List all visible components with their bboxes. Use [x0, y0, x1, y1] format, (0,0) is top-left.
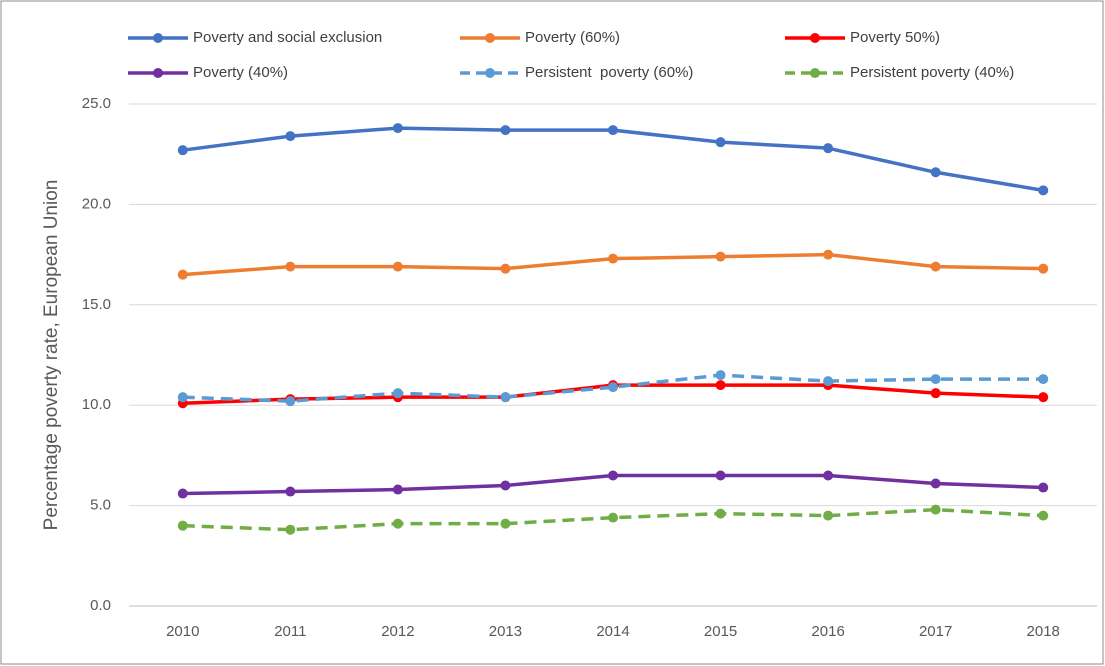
- data-point: [1038, 510, 1049, 521]
- x-tick-label: 2014: [596, 623, 629, 640]
- data-point: [500, 392, 511, 403]
- data-point: [823, 470, 834, 481]
- legend-marker: [153, 68, 163, 78]
- data-point: [823, 143, 834, 154]
- data-point: [500, 263, 511, 274]
- data-point: [500, 125, 511, 136]
- data-point: [608, 512, 618, 523]
- data-point: [285, 131, 296, 142]
- data-point: [500, 480, 511, 491]
- data-point: [715, 370, 726, 381]
- legend-marker: [810, 33, 820, 43]
- series-line: [182, 507, 1044, 532]
- legend-label: Poverty (60%): [525, 29, 620, 46]
- legend-marker: [153, 33, 163, 43]
- data-point: [285, 261, 296, 272]
- data-point: [392, 388, 403, 399]
- y-tick-label: 0.0: [90, 597, 111, 614]
- data-point: [930, 374, 941, 385]
- legend-label: Persistent poverty (60%): [525, 64, 693, 81]
- x-tick-label: 2012: [381, 623, 414, 640]
- data-point: [608, 253, 618, 264]
- data-point: [177, 488, 188, 499]
- y-tick-label: 10.0: [82, 396, 111, 413]
- x-tick-label: 2016: [811, 623, 844, 640]
- legend-label: Poverty and social exclusion: [193, 29, 382, 46]
- data-point: [715, 380, 726, 391]
- data-point: [392, 484, 403, 495]
- x-tick-label: 2018: [1027, 623, 1060, 640]
- data-point: [1038, 263, 1049, 274]
- data-point: [608, 125, 618, 136]
- data-point: [715, 470, 726, 481]
- data-point: [608, 470, 618, 481]
- data-point: [285, 396, 296, 407]
- data-point: [715, 251, 726, 262]
- y-tick-label: 15.0: [82, 296, 111, 313]
- data-point: [1038, 482, 1049, 493]
- series-line: [182, 373, 1044, 403]
- data-point: [285, 524, 296, 535]
- data-point: [392, 518, 403, 529]
- data-point: [177, 392, 188, 403]
- data-point: [392, 123, 403, 134]
- data-point: [177, 145, 188, 156]
- data-point: [715, 137, 726, 148]
- y-axis-label: Percentage poverty rate, European Union: [41, 180, 62, 531]
- data-point: [823, 249, 834, 260]
- x-tick-label: 2013: [489, 623, 522, 640]
- data-point: [392, 261, 403, 272]
- legend-label: Poverty 50%): [850, 29, 940, 46]
- data-point: [608, 382, 618, 393]
- y-tick-label: 5.0: [90, 497, 111, 514]
- data-point: [930, 261, 941, 272]
- y-tick-label: 25.0: [82, 95, 111, 112]
- data-point: [823, 510, 834, 521]
- x-tick-label: 2015: [704, 623, 737, 640]
- data-point: [500, 518, 511, 529]
- data-point: [177, 520, 188, 531]
- legend-label: Persistent poverty (40%): [850, 64, 1014, 81]
- data-point: [1038, 374, 1049, 385]
- legend-marker: [810, 68, 820, 78]
- data-point: [930, 167, 941, 178]
- legend-marker: [485, 68, 495, 78]
- legend-label: Poverty (40%): [193, 64, 288, 81]
- x-tick-label: 2010: [166, 623, 199, 640]
- data-point: [930, 504, 941, 515]
- data-point: [1038, 392, 1049, 403]
- data-point: [1038, 185, 1049, 196]
- data-point: [930, 478, 941, 489]
- data-point: [930, 388, 941, 399]
- data-point: [715, 508, 726, 519]
- data-point: [823, 376, 834, 387]
- x-tick-label: 2011: [274, 623, 306, 640]
- legend-marker: [485, 33, 495, 43]
- data-point: [285, 486, 296, 497]
- data-point: [177, 269, 188, 280]
- y-tick-label: 20.0: [82, 195, 111, 212]
- x-tick-label: 2017: [919, 623, 952, 640]
